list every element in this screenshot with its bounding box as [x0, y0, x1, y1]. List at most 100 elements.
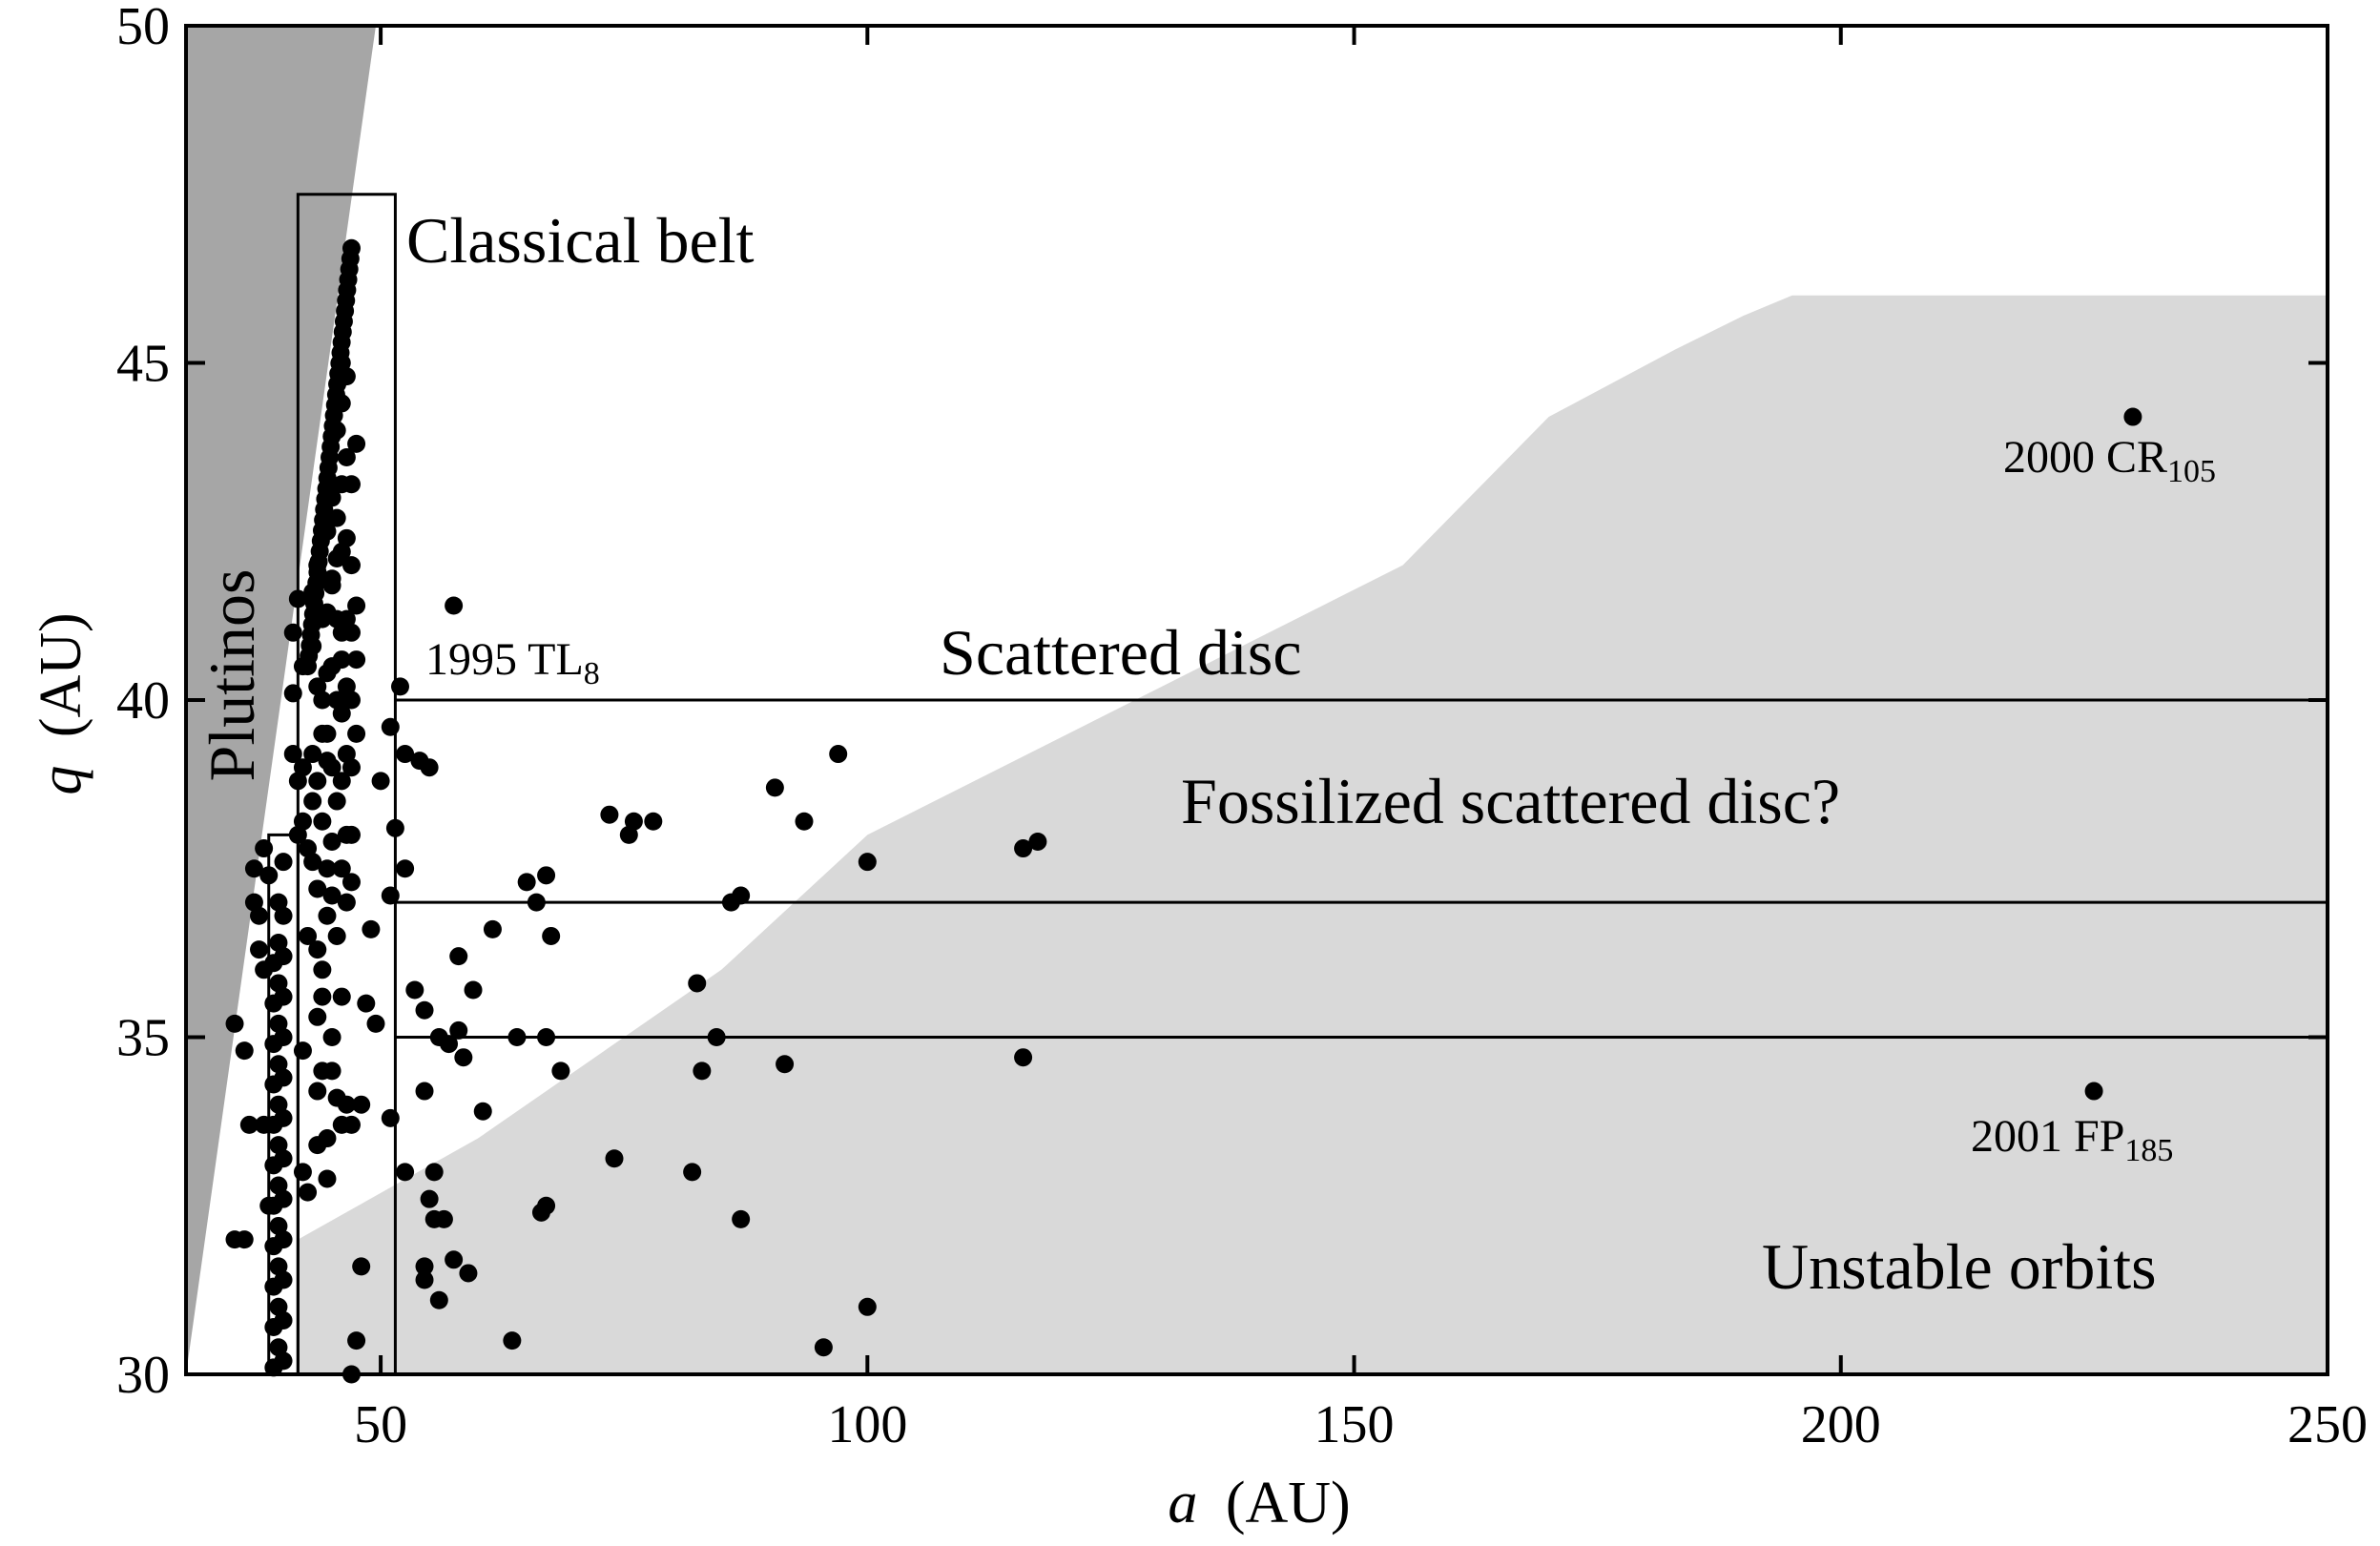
- data-point: [517, 873, 536, 892]
- data-point: [293, 1163, 312, 1182]
- data-point: [341, 623, 361, 642]
- data-point: [332, 987, 351, 1006]
- data-point: [362, 919, 381, 938]
- x-axis-title: a (AU): [1168, 1471, 1350, 1536]
- object-label-subscript: 185: [2124, 1133, 2173, 1168]
- data-point: [503, 1331, 522, 1350]
- data-point: [357, 994, 376, 1013]
- data-point: [318, 1129, 337, 1148]
- data-point: [332, 650, 351, 670]
- object-label-subscript: 105: [2167, 454, 2216, 489]
- y-axis-title: q (AU): [29, 612, 93, 794]
- data-point: [308, 1007, 327, 1026]
- data-point: [1014, 839, 1033, 858]
- data-point: [693, 1062, 712, 1081]
- data-point: [483, 919, 502, 938]
- data-point: [255, 839, 274, 858]
- data-point: [318, 724, 337, 743]
- data-point: [274, 1189, 293, 1208]
- data-point: [250, 906, 269, 925]
- data-point: [858, 1297, 877, 1316]
- data-point: [259, 866, 279, 885]
- plot-regions: [186, 26, 2328, 1374]
- y-axis-unit: (AU): [29, 612, 93, 737]
- data-point: [308, 940, 327, 959]
- data-point: [600, 805, 619, 824]
- y-tick-label: 35: [116, 1009, 170, 1068]
- data-point: [283, 684, 302, 703]
- data-point: [299, 926, 318, 945]
- data-point: [274, 1310, 293, 1330]
- data-point: [537, 866, 556, 885]
- data-point: [434, 1209, 453, 1228]
- data-point: [327, 926, 346, 945]
- data-point: [605, 1149, 624, 1168]
- data-point: [327, 508, 346, 527]
- data-point: [347, 434, 366, 453]
- object-label-main: 2001 FP: [1971, 1111, 2124, 1162]
- object-label-main: 1995 TL: [425, 634, 584, 685]
- data-point: [308, 879, 327, 898]
- data-point: [449, 1020, 468, 1040]
- data-point: [449, 947, 468, 966]
- data-point: [322, 832, 341, 851]
- object-label-1995-tl8: 1995 TL8: [425, 634, 600, 691]
- data-point: [551, 1062, 570, 1081]
- data-point: [235, 1230, 254, 1249]
- data-point: [405, 980, 424, 1000]
- data-point: [644, 812, 663, 831]
- data-point: [829, 745, 848, 764]
- data-point: [415, 1000, 434, 1020]
- data-point: [445, 1250, 464, 1269]
- data-point: [318, 906, 337, 925]
- data-point: [332, 772, 351, 791]
- classical-streak-point: [341, 238, 361, 258]
- data-point: [537, 1028, 556, 1046]
- plutinos-label: Plutinos: [196, 569, 268, 782]
- data-point: [2084, 1082, 2103, 1101]
- data-point: [341, 1115, 361, 1134]
- data-point: [454, 1048, 473, 1067]
- data-point: [293, 1041, 312, 1061]
- data-point: [225, 1014, 244, 1033]
- data-point: [283, 745, 302, 764]
- data-point: [542, 926, 561, 945]
- data-point: [235, 1041, 254, 1061]
- data-point: [239, 1115, 259, 1134]
- data-point: [366, 1014, 385, 1033]
- y-axis: 30 35 40 45 50: [116, 0, 2328, 1405]
- data-point: [858, 853, 877, 872]
- scattered-disc-label: Scattered disc: [940, 616, 1302, 689]
- unstable-orbits-label: Unstable orbits: [1762, 1230, 2157, 1303]
- data-point: [341, 825, 361, 844]
- data-point: [381, 1108, 400, 1127]
- data-point: [420, 758, 439, 777]
- data-point: [732, 886, 751, 905]
- x-tick-label: 100: [827, 1395, 907, 1454]
- data-point: [396, 745, 415, 764]
- data-point: [1028, 832, 1047, 851]
- data-point: [337, 447, 356, 466]
- data-point: [293, 812, 312, 831]
- data-point: [415, 1257, 434, 1276]
- classical-belt-label: Classical belt: [406, 204, 755, 277]
- data-point: [274, 1351, 293, 1371]
- data-point: [274, 906, 293, 925]
- data-point: [415, 1270, 434, 1289]
- dark-region: [186, 26, 376, 1374]
- data-point: [688, 974, 707, 993]
- data-point: [440, 1035, 459, 1054]
- object-label-2000-cr105: 2000 CR105: [2003, 432, 2216, 489]
- data-point: [274, 1108, 293, 1127]
- y-tick-label: 50: [116, 0, 170, 56]
- data-point: [283, 623, 302, 642]
- data-point: [445, 596, 464, 615]
- data-point: [1014, 1048, 1033, 1067]
- data-point: [385, 818, 404, 837]
- x-tick-label: 50: [354, 1395, 407, 1454]
- data-point: [313, 960, 332, 979]
- data-point: [322, 1062, 341, 1081]
- data-point: [274, 947, 293, 966]
- data-point: [308, 772, 327, 791]
